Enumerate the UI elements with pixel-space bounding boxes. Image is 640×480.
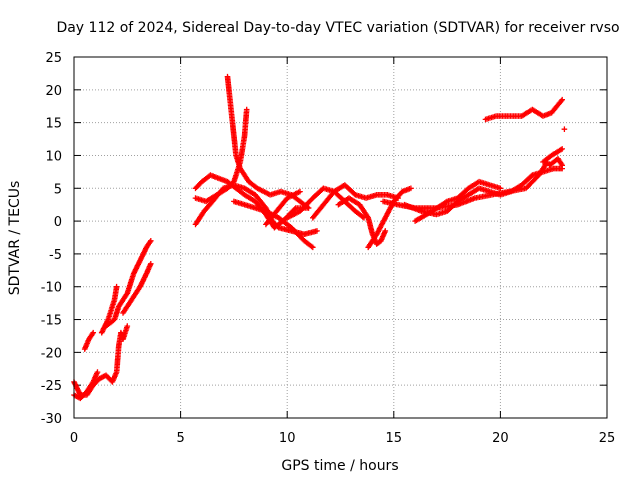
data-track: [192, 182, 320, 237]
data-track: [412, 178, 504, 224]
data-track: [401, 165, 565, 218]
y-tick-label: 5: [54, 182, 62, 197]
data-point-marker: [148, 261, 154, 267]
data-track: [224, 73, 312, 211]
x-tick-label: 20: [492, 431, 509, 446]
y-tick-label: -30: [41, 412, 62, 427]
x-tick-label: 5: [176, 431, 184, 446]
data-point-marker: [148, 238, 154, 244]
y-tick-label: 25: [45, 51, 62, 66]
data-point-marker: [297, 188, 303, 195]
data-track: [81, 329, 96, 352]
y-tick-label: -5: [49, 248, 62, 263]
data-point-marker: [497, 185, 504, 192]
x-tick-label: 0: [70, 431, 78, 446]
y-tick-label: 20: [45, 84, 62, 99]
y-tick-label: -10: [41, 281, 62, 296]
data-track: [546, 155, 565, 169]
x-axis-label: GPS time / hours: [281, 458, 398, 474]
chart-title: Day 112 of 2024, Sidereal Day-to-day VTE…: [56, 20, 619, 36]
data-track: [71, 369, 101, 402]
axis-ticks: 0 5 10 15 20 25 -30 -25 -20 -15 -10 -5 0 5 10 15 20 25: [41, 51, 616, 446]
data-track: [263, 188, 303, 228]
y-tick-label: -20: [41, 346, 62, 361]
data-point-marker: [308, 243, 315, 250]
data-point-marker: [559, 162, 565, 169]
data-point-marker: [90, 329, 96, 336]
data-point-marker: [113, 283, 120, 290]
data-point-marker: [243, 106, 250, 113]
data-track: [482, 96, 565, 123]
data-point-marker: [382, 228, 389, 234]
data-point-marker: [558, 98, 565, 104]
data-track: [561, 126, 568, 132]
data-point-marker: [559, 96, 565, 103]
data-track: [71, 323, 131, 398]
data-point-marker: [305, 205, 312, 211]
x-tick-label: 10: [279, 431, 296, 446]
data-point-marker: [310, 244, 316, 251]
x-tick-label: 15: [386, 431, 403, 446]
x-tick-label: 25: [599, 431, 616, 446]
data-point-marker: [124, 323, 131, 329]
data-markers: [71, 73, 568, 402]
y-tick-label: 10: [45, 149, 62, 164]
y-tick-label: -25: [41, 379, 62, 394]
data-point-marker: [408, 185, 414, 192]
plot-frame: [73, 56, 608, 419]
y-axis-label: SDTVAR / TECUs: [7, 181, 23, 296]
data-point-marker: [94, 369, 101, 375]
y-tick-label: 0: [54, 215, 62, 230]
data-track: [103, 238, 154, 329]
data-track: [540, 146, 565, 165]
y-tick-label: 15: [45, 117, 62, 132]
data-track: [310, 182, 401, 221]
data-point-marker: [559, 146, 565, 152]
y-tick-label: -15: [41, 314, 62, 329]
data-point-marker: [291, 206, 298, 212]
data-point-marker: [314, 228, 320, 234]
data-point-marker: [561, 126, 568, 132]
data-track: [120, 261, 154, 316]
